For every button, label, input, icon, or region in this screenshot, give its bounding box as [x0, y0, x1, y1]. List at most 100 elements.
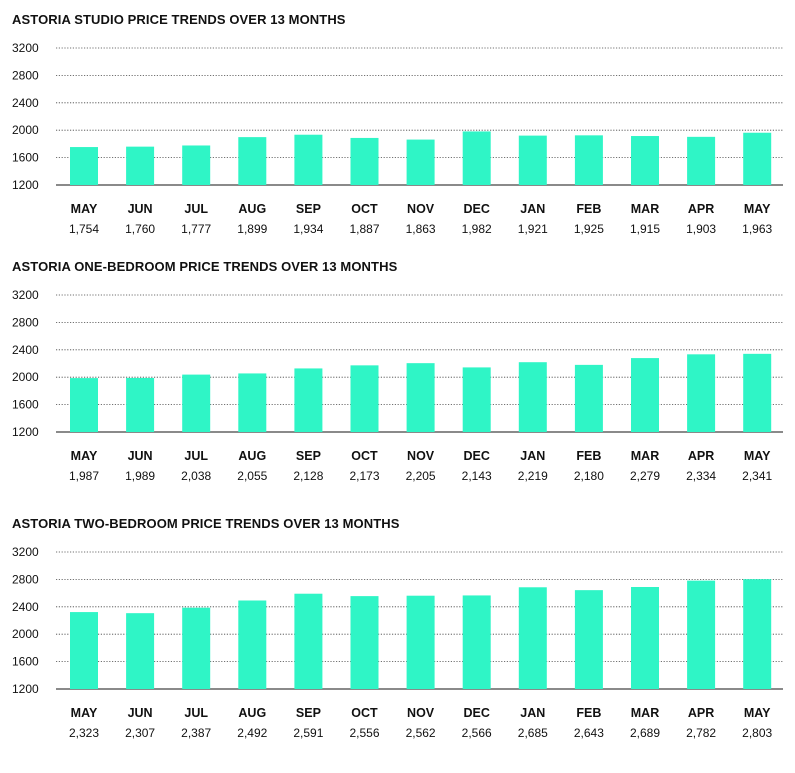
y-tick-label: 2000: [12, 627, 39, 641]
bar: [350, 137, 379, 185]
y-tick-label: 2800: [12, 68, 39, 82]
data-label: 2,128: [293, 469, 323, 483]
data-label: 1,987: [69, 469, 99, 483]
y-tick-label: 2000: [12, 123, 39, 137]
y-tick-label: 2000: [12, 370, 39, 384]
data-label: 1,863: [406, 222, 436, 236]
bar: [687, 580, 716, 689]
bar: [743, 132, 772, 185]
data-label: 1,982: [462, 222, 492, 236]
x-tick-label: AUG: [238, 449, 266, 463]
x-tick-label: SEP: [296, 706, 321, 720]
data-label: 2,689: [630, 726, 660, 740]
bar: [126, 613, 155, 689]
data-label: 2,205: [406, 469, 436, 483]
two-bedroom-bar-chart: 3200 2800 2400 2000 1600 1200 MAY 2,323 JUN 2,307…: [12, 545, 783, 740]
data-label: 2,323: [69, 726, 99, 740]
x-tick-label: JAN: [520, 706, 545, 720]
chart-title: ASTORIA ONE-BEDROOM PRICE TRENDS OVER 13…: [12, 259, 398, 274]
two-bedroom-chart-panel: ASTORIA TWO-BEDROOM PRICE TRENDS OVER 13…: [0, 516, 795, 756]
data-label: 2,341: [742, 469, 772, 483]
bar: [126, 377, 155, 432]
bar: [294, 368, 323, 432]
data-label: 2,307: [125, 726, 155, 740]
bar: [350, 596, 379, 689]
x-tick-label: MAY: [71, 706, 98, 720]
data-label: 1,754: [69, 222, 99, 236]
x-tick-label: MAR: [631, 202, 659, 216]
x-tick-label: AUG: [238, 706, 266, 720]
data-label: 1,777: [181, 222, 211, 236]
y-tick-label: 1600: [12, 398, 39, 412]
y-tick-label: 1600: [12, 151, 39, 165]
bar: [462, 131, 491, 185]
x-tick-label: NOV: [407, 706, 435, 720]
bar: [406, 139, 435, 185]
x-tick-label: FEB: [576, 202, 601, 216]
x-tick-label: OCT: [351, 202, 378, 216]
x-tick-label: DEC: [463, 202, 489, 216]
data-label: 1,921: [518, 222, 548, 236]
data-label: 1,925: [574, 222, 604, 236]
bar: [350, 365, 379, 432]
y-tick-label: 3200: [12, 545, 39, 559]
data-label: 2,643: [574, 726, 604, 740]
data-label: 1,899: [237, 222, 267, 236]
y-tick-label: 3200: [12, 41, 39, 55]
one-bedroom-chart-panel: ASTORIA ONE-BEDROOM PRICE TRENDS OVER 13…: [0, 259, 795, 499]
x-tick-label: SEP: [296, 449, 321, 463]
x-tick-label: JUL: [184, 706, 208, 720]
studio-bar-chart: 3200 2800 2400 2000 1600 1200 MAY 1,754 JUN 1,760…: [12, 41, 783, 236]
data-label: 2,055: [237, 469, 267, 483]
x-tick-label: NOV: [407, 202, 435, 216]
data-label: 2,279: [630, 469, 660, 483]
data-label: 2,180: [574, 469, 604, 483]
bar: [574, 135, 603, 185]
y-tick-label: 3200: [12, 288, 39, 302]
x-tick-label: MAY: [744, 449, 771, 463]
data-label: 2,556: [349, 726, 379, 740]
data-label: 2,803: [742, 726, 772, 740]
bar: [294, 134, 323, 185]
data-label: 2,591: [293, 726, 323, 740]
bar: [182, 145, 211, 185]
bar: [518, 587, 547, 689]
data-label: 2,219: [518, 469, 548, 483]
bar: [182, 607, 211, 689]
y-tick-label: 1200: [12, 682, 39, 696]
bar: [574, 364, 603, 432]
x-tick-label: JAN: [520, 202, 545, 216]
one-bedroom-bar-chart: 3200 2800 2400 2000 1600 1200 MAY 1,987 JUN 1,989…: [12, 288, 783, 483]
x-tick-label: JUN: [128, 202, 153, 216]
bar: [406, 363, 435, 432]
x-tick-label: APR: [688, 202, 714, 216]
data-label: 2,173: [349, 469, 379, 483]
y-tick-label: 1200: [12, 178, 39, 192]
x-tick-label: MAR: [631, 706, 659, 720]
data-label: 1,989: [125, 469, 155, 483]
data-label: 2,492: [237, 726, 267, 740]
bar: [518, 362, 547, 432]
x-tick-label: JAN: [520, 449, 545, 463]
bar: [238, 137, 267, 185]
bar: [294, 593, 323, 689]
y-tick-label: 1600: [12, 655, 39, 669]
x-tick-label: FEB: [576, 706, 601, 720]
studio-chart-panel: ASTORIA STUDIO PRICE TRENDS OVER 13 MONT…: [0, 12, 795, 252]
x-tick-label: FEB: [576, 449, 601, 463]
data-label: 2,566: [462, 726, 492, 740]
x-tick-label: NOV: [407, 449, 435, 463]
bar: [182, 374, 211, 432]
data-label: 2,562: [406, 726, 436, 740]
bar: [70, 612, 98, 689]
data-label: 2,685: [518, 726, 548, 740]
data-label: 2,387: [181, 726, 211, 740]
bar: [687, 354, 716, 432]
x-tick-label: JUL: [184, 449, 208, 463]
x-tick-label: JUN: [128, 706, 153, 720]
x-tick-label: APR: [688, 449, 714, 463]
bar: [743, 353, 772, 432]
data-label: 1,963: [742, 222, 772, 236]
bar: [631, 358, 659, 432]
bar: [687, 136, 716, 185]
